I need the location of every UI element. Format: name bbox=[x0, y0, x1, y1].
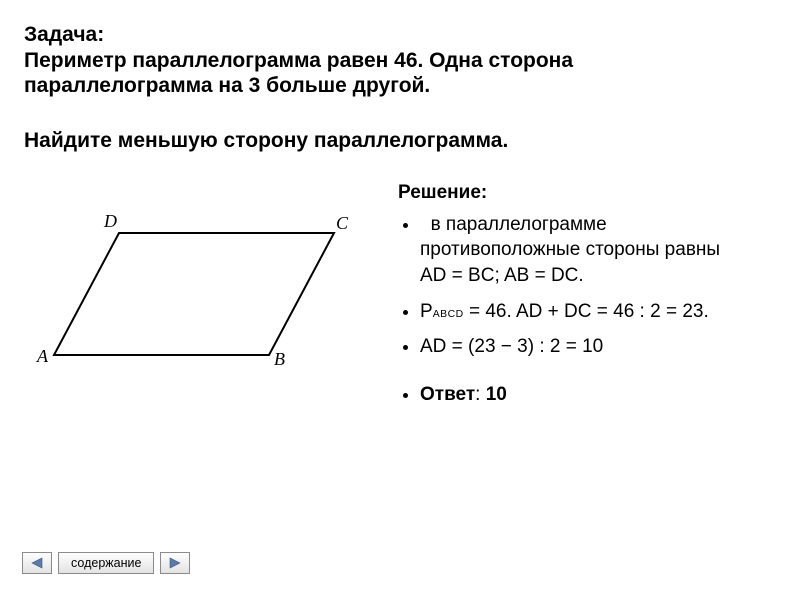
slide-page: Задача: Периметр параллелограмма равен 4… bbox=[0, 0, 800, 600]
solution-step-2: PABCD = 46. AD + DC = 46 : 2 = 23. bbox=[420, 299, 778, 325]
vertex-label-c: C bbox=[336, 213, 348, 234]
step2-rest: = 46. AD + DC = 46 : 2 = 23. bbox=[464, 301, 709, 322]
answer-list: Ответ: 10 bbox=[398, 382, 778, 408]
parallelogram-svg bbox=[34, 205, 364, 385]
step1-c: AD = BC; AB = DC. bbox=[420, 265, 584, 286]
solution-block: Решение: в параллелограмме противоположн… bbox=[398, 180, 778, 417]
answer-item: Ответ: 10 bbox=[420, 382, 778, 408]
prev-button[interactable] bbox=[22, 552, 52, 574]
step2-prefix: P bbox=[420, 301, 433, 322]
vertex-label-b: B bbox=[274, 349, 285, 370]
question-text: Найдите меньшую сторону параллелограмма. bbox=[24, 129, 508, 152]
vertex-label-a: A bbox=[37, 346, 48, 367]
next-icon bbox=[168, 557, 182, 569]
problem-line-2: параллелограмма на 3 больше другой. bbox=[24, 74, 430, 97]
step1-a: в параллелограмме bbox=[431, 214, 607, 235]
answer-value: 10 bbox=[486, 384, 507, 405]
solution-list: в параллелограмме противоположные сторон… bbox=[398, 212, 778, 360]
answer-label: Ответ bbox=[420, 384, 475, 405]
next-button[interactable] bbox=[160, 552, 190, 574]
solution-step-1: в параллелограмме противоположные сторон… bbox=[420, 212, 778, 289]
problem-heading: Задача: bbox=[24, 23, 104, 46]
solution-title: Решение: bbox=[398, 180, 778, 206]
toc-label: содержание bbox=[71, 556, 141, 570]
nav-controls: содержание bbox=[22, 552, 190, 574]
problem-question: Найдите меньшую сторону параллелограмма. bbox=[24, 128, 624, 154]
prev-icon bbox=[30, 557, 44, 569]
vertex-label-d: D bbox=[104, 211, 117, 232]
toc-button[interactable]: содержание bbox=[58, 552, 154, 574]
parallelogram-figure: A B C D bbox=[34, 205, 364, 385]
solution-step-3: AD = (23 − 3) : 2 = 10 bbox=[420, 334, 778, 360]
step1-b: противоположные стороны равны bbox=[420, 239, 720, 260]
parallelogram-shape bbox=[54, 233, 334, 355]
problem-statement: Задача: Периметр параллелограмма равен 4… bbox=[24, 22, 624, 99]
step2-sub: ABCD bbox=[433, 309, 464, 320]
problem-line-1: Периметр параллелограмма равен 46. Одна … bbox=[24, 49, 573, 72]
